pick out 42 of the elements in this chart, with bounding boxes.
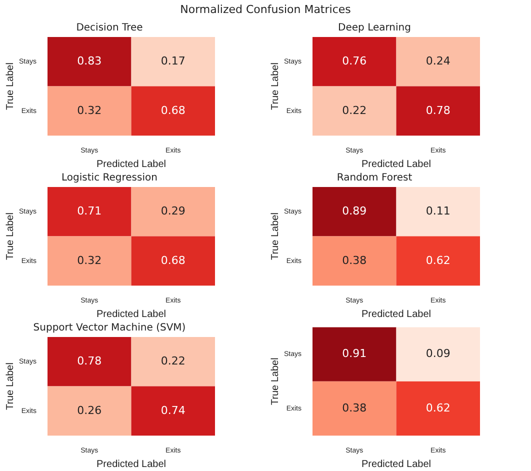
data-label: 0.62	[426, 401, 450, 414]
data-label: 0.78	[426, 104, 450, 117]
chart-title: Random Forest	[336, 172, 412, 184]
x-axis-title: Predicted Label	[362, 308, 432, 320]
data-label: 0.78	[77, 354, 102, 368]
data-label: 0.29	[160, 204, 186, 218]
chart-title: Deep Learning	[338, 22, 411, 34]
y-axis-title: True Label	[270, 212, 281, 260]
data-label: 0.38	[342, 254, 367, 267]
y-axis-title: True Label	[270, 62, 281, 110]
data-label: 0.32	[77, 254, 102, 267]
data-label: 0.22	[342, 104, 367, 117]
x-axis-title: Predicted Label	[96, 308, 166, 320]
y-axis-title: True Label	[4, 362, 16, 410]
x-axis-title: Predicted Label	[362, 158, 432, 170]
data-label: 0.68	[160, 254, 186, 267]
data-label: 0.91	[342, 347, 367, 360]
data-label: 0.24	[426, 54, 450, 68]
data-label: 0.38	[342, 401, 367, 414]
x-axis-title: Predicted Label	[96, 458, 166, 470]
data-label: 0.68	[160, 104, 186, 117]
data-label: 0.71	[77, 204, 102, 218]
data-label: 0.83	[77, 54, 102, 68]
data-label: 0.62	[426, 254, 450, 267]
chart-title: Support Vector Machine (SVM)	[33, 322, 186, 334]
data-label: 0.26	[77, 404, 102, 417]
chart-title: Decision Tree	[76, 22, 143, 34]
data-label: 0.11	[426, 204, 450, 218]
y-axis-title: True Label	[270, 358, 281, 406]
data-label: 0.17	[160, 54, 186, 68]
data-label: 0.74	[160, 404, 186, 417]
y-axis-title: True Label	[4, 62, 16, 110]
text: Normalized Confusion Matrices	[179, 2, 352, 18]
data-label: 0.76	[342, 54, 367, 68]
x-axis-title: Predicted Label	[96, 158, 166, 170]
data-label: 0.22	[160, 354, 186, 368]
x-axis-title: Predicted Label	[362, 458, 432, 470]
y-axis-title: True Label	[4, 212, 16, 260]
data-label: 0.32	[77, 104, 102, 117]
chart-title: Logistic Regression	[62, 172, 158, 184]
data-label: 0.89	[342, 204, 367, 218]
data-label: 0.09	[426, 347, 450, 360]
